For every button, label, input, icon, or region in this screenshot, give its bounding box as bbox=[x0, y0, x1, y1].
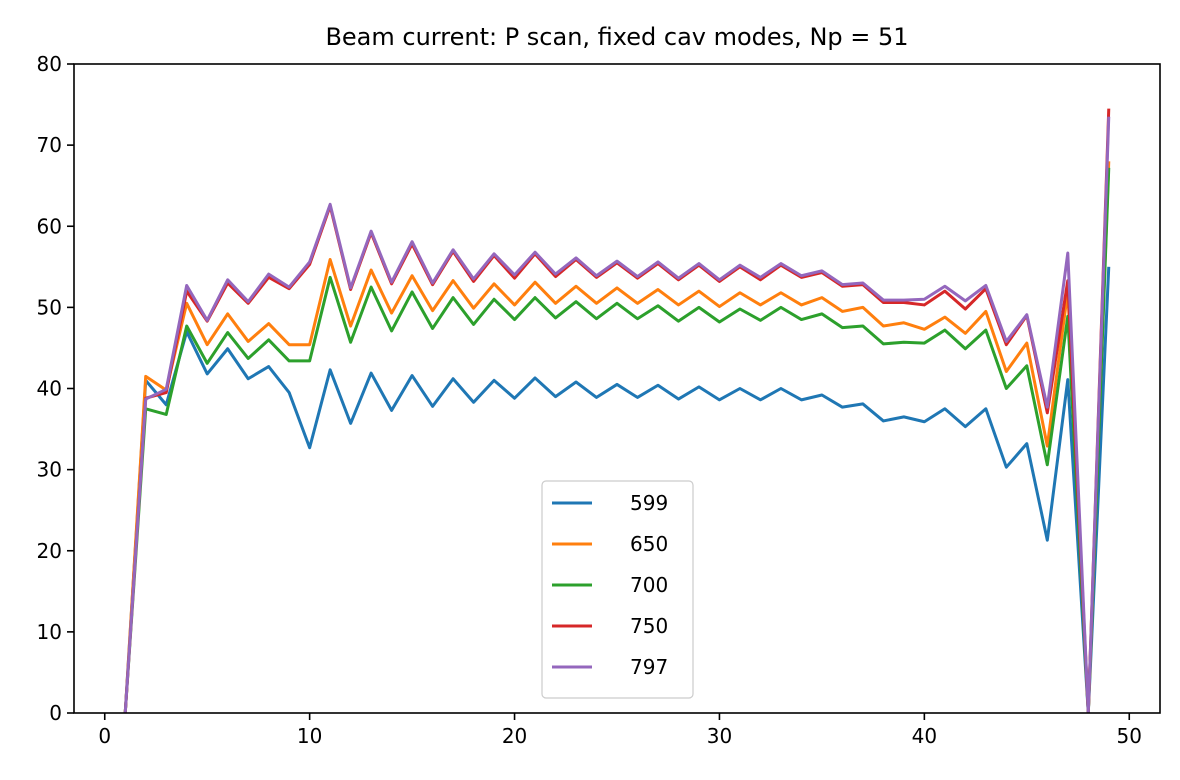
series-line-650 bbox=[123, 161, 1111, 713]
y-axis: 0 10 20 30 40 50 60 70 80 bbox=[37, 52, 74, 725]
y-tick-label-70: 70 bbox=[37, 133, 62, 157]
x-tick-label-10: 10 bbox=[297, 724, 322, 748]
legend-label-599: 599 bbox=[630, 491, 668, 515]
legend-label-750: 750 bbox=[630, 614, 668, 638]
x-tick-label-50: 50 bbox=[1117, 724, 1142, 748]
series-line-599 bbox=[123, 266, 1111, 713]
y-tick-label-80: 80 bbox=[37, 52, 62, 76]
chart-title: Beam current: P scan, fixed cav modes, N… bbox=[325, 23, 908, 51]
legend-label-700: 700 bbox=[630, 573, 668, 597]
legend-label-797: 797 bbox=[630, 655, 668, 679]
y-tick-label-50: 50 bbox=[37, 295, 62, 319]
y-tick-label-30: 30 bbox=[37, 458, 62, 482]
plot-lines bbox=[123, 108, 1111, 713]
y-tick-label-60: 60 bbox=[37, 214, 62, 238]
legend: 599 650 700 750 797 bbox=[541, 480, 694, 699]
legend-label-650: 650 bbox=[630, 532, 668, 556]
x-tick-label-40: 40 bbox=[912, 724, 937, 748]
y-tick-label-20: 20 bbox=[37, 539, 62, 563]
y-tick-label-40: 40 bbox=[37, 377, 62, 401]
x-axis: 0 10 20 30 40 50 bbox=[98, 713, 1142, 748]
legend-box bbox=[541, 480, 694, 699]
x-tick-label-20: 20 bbox=[502, 724, 527, 748]
y-tick-label-0: 0 bbox=[49, 701, 62, 725]
x-tick-label-30: 30 bbox=[707, 724, 732, 748]
y-tick-label-10: 10 bbox=[37, 620, 62, 644]
series-line-797 bbox=[123, 116, 1111, 713]
series-line-700 bbox=[123, 167, 1111, 713]
x-tick-label-0: 0 bbox=[98, 724, 111, 748]
